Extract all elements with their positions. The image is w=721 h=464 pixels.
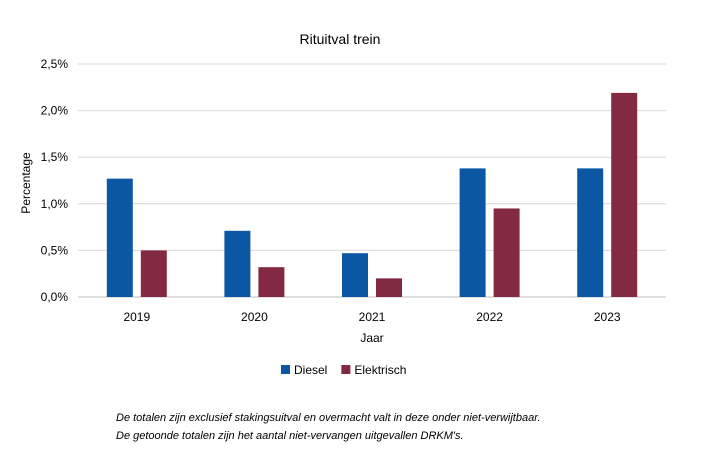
bar-elektrisch-2022 [493, 208, 520, 297]
bar-chart: Rituitval trein 0,0% 0,5% 1,0% 1,5% 2,0% 2,5%… [19, 31, 666, 377]
y-tick-label: 1,5% [41, 150, 69, 164]
x-tick-label: 2022 [476, 310, 503, 324]
y-tick-label: 1,0% [41, 197, 69, 211]
bar-diesel-2020 [224, 230, 251, 297]
bar-elektrisch-2020 [258, 267, 285, 297]
x-tick-label: 2023 [594, 310, 621, 324]
bar-diesel-2021 [342, 253, 368, 297]
x-axis-ticks: 2019 2020 2021 2022 2023 [123, 310, 620, 324]
legend-swatch-elektrisch [341, 365, 351, 374]
x-tick-label: 2020 [241, 310, 268, 324]
legend-swatch-diesel [281, 365, 290, 374]
chart-title: Rituitval trein [300, 31, 381, 47]
bar-elektrisch-2021 [376, 278, 402, 297]
legend-label-diesel: Diesel [294, 363, 327, 377]
bar-elektrisch-2019 [140, 250, 167, 297]
bar-diesel-2023 [577, 168, 604, 297]
x-tick-label: 2019 [123, 310, 150, 324]
footnote-2: De getoonde totalen zijn het aantal niet… [116, 430, 464, 442]
bars [106, 92, 638, 297]
y-tick-label: 0,0% [41, 290, 69, 304]
x-tick-label: 2021 [359, 310, 386, 324]
gridlines [78, 63, 666, 298]
footnote-1: De totalen zijn exclusief stakingsuitval… [116, 412, 541, 424]
y-tick-label: 2,5% [41, 57, 69, 71]
y-axis-ticks: 0,0% 0,5% 1,0% 1,5% 2,0% 2,5% [41, 57, 69, 304]
x-axis-label: Jaar [360, 331, 383, 345]
y-axis-label: Percentage [19, 152, 33, 214]
legend-label-elektrisch: Elektrisch [354, 363, 406, 377]
y-tick-label: 2,0% [41, 104, 69, 118]
bar-diesel-2019 [106, 178, 133, 297]
y-tick-label: 0,5% [41, 243, 69, 257]
bar-diesel-2022 [459, 168, 486, 297]
bar-elektrisch-2023 [611, 92, 638, 297]
legend: Diesel Elektrisch [281, 363, 406, 377]
